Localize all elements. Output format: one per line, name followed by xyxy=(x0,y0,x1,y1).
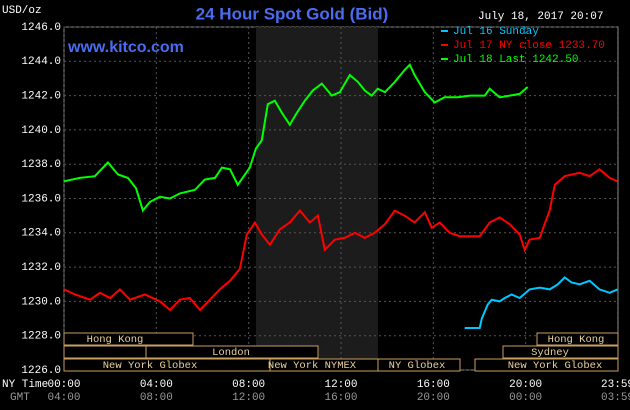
session-label: Sydney xyxy=(531,347,569,359)
session-label: NY Globex xyxy=(389,360,446,372)
x2-tick-label: 12:00 xyxy=(232,392,265,404)
y-tick-label: 1228.0 xyxy=(21,331,61,343)
x2-tick-label: 16:00 xyxy=(324,392,357,404)
session-box xyxy=(502,345,619,359)
series-line xyxy=(63,168,618,312)
session-label: New York NYMEX xyxy=(268,360,357,372)
session-label: Hong Kong xyxy=(87,334,144,346)
session-box xyxy=(377,358,461,372)
session-label: London xyxy=(212,347,250,359)
x2-tick-label: 03:59 xyxy=(601,392,630,404)
x-tick-label: 00:00 xyxy=(47,379,80,391)
y-tick-label: 1236.0 xyxy=(21,193,61,205)
timestamp: July 18, 2017 20:07 xyxy=(478,11,603,23)
y-tick-label: 1226.0 xyxy=(21,365,61,377)
legend-label: Jul 16 Sunday xyxy=(453,26,539,38)
y-tick-label: 1246.0 xyxy=(21,22,61,34)
session-box xyxy=(536,332,619,346)
legend-label: Jul 17 NY close 1233.70 xyxy=(453,40,605,52)
session-label: Hong Kong xyxy=(548,334,605,346)
y-tick-label: 1232.0 xyxy=(21,262,61,274)
y-tick-label: 1238.0 xyxy=(21,159,61,171)
subtitle: www.kitco.com xyxy=(67,39,184,56)
x-tick-label: 16:00 xyxy=(417,379,450,391)
y-tick-label: 1242.0 xyxy=(21,91,61,103)
x-tick-label: 12:00 xyxy=(324,379,357,391)
session-label: New York Globex xyxy=(103,360,198,372)
session-box xyxy=(145,345,319,359)
y-tick-label: 1240.0 xyxy=(21,125,61,137)
series-line xyxy=(63,62,529,213)
session-shade xyxy=(256,27,378,370)
x2-tick-label: 04:00 xyxy=(47,392,80,404)
x-tick-label: 04:00 xyxy=(140,379,173,391)
session-label: New York Globex xyxy=(508,360,603,372)
session-box xyxy=(63,332,194,346)
series-line xyxy=(464,276,618,329)
x-tick-label: 23:59 xyxy=(601,379,630,391)
legend-label: Jul 18 Last 1242.50 xyxy=(453,54,578,66)
session-box xyxy=(474,358,619,372)
x-axis-label: NY Time xyxy=(2,379,48,391)
x2-axis-label: GMT xyxy=(10,392,30,404)
sessions: Hong Kong Hong Kong London Sydney New Yo… xyxy=(63,332,619,372)
x2-tick-label: 20:00 xyxy=(417,392,450,404)
x2-tick-label: 08:00 xyxy=(140,392,173,404)
y-tick-label: 1234.0 xyxy=(21,228,61,240)
x-tick-label: 08:00 xyxy=(232,379,265,391)
unit-label: USD/oz xyxy=(2,5,42,17)
y-tick-label: 1230.0 xyxy=(21,296,61,308)
x-tick-label: 20:00 xyxy=(509,379,542,391)
chart-title: 24 Hour Spot Gold (Bid) xyxy=(196,4,389,23)
session-box xyxy=(63,345,147,359)
y-tick-label: 1244.0 xyxy=(21,56,61,68)
x2-tick-label: 00:00 xyxy=(509,392,542,404)
